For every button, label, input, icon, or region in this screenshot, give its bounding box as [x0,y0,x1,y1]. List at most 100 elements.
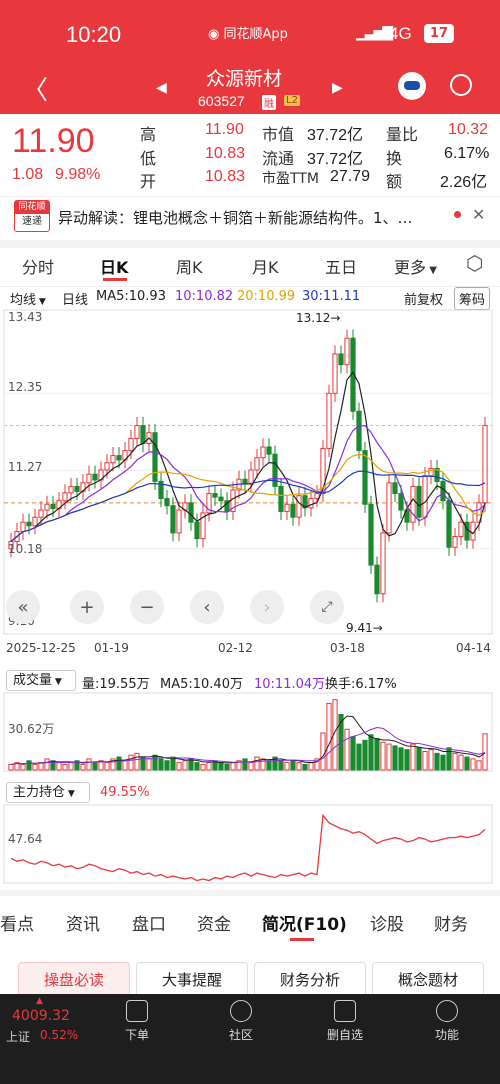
volume-indicator-select[interactable]: 成交量 ▼ [6,670,76,691]
volume-bar [56,762,62,771]
ma-mode-select[interactable]: 均线 ▼ [10,289,46,308]
close-icon[interactable]: ✕ [472,205,486,224]
tab-weekly-k[interactable]: 周K [176,258,203,277]
volume-bar [260,758,266,771]
adjust-toggle[interactable]: 前复权 [404,293,444,308]
turnover-label: 换 [386,149,403,168]
volume-bar [440,754,446,771]
app-header: 10:20 ◉ 同花顺App ▁▃▅▇ 4G 17 〈 ◀ 众源新材 60352… [0,0,500,114]
volume-bar [170,756,176,771]
float-label: 流通 [262,149,295,168]
nav-remove-label: 删自选 [326,1028,363,1042]
volume-bar [110,758,116,771]
volume-bar [398,747,404,771]
amount-label: 额 [386,172,403,191]
section-tab-funds[interactable]: 资金 [197,915,231,935]
holding-frame [3,804,493,884]
tab-more[interactable]: 更多 ▼ [394,254,437,278]
candle-body [20,521,26,532]
max-price-label: 13.12→ [296,311,341,325]
volume-bar [266,760,272,771]
volume-bar [278,760,284,771]
next-stock-icon[interactable]: ▶ [332,80,343,96]
back-icon[interactable]: 〈 [22,76,49,106]
volume-bar [206,762,212,771]
ma-mode-label: 均线 [10,293,37,308]
subtab-events[interactable]: 大事提醒 [136,962,248,998]
volume-bar [134,752,140,771]
date-tick: 01-19 [94,641,129,655]
volume-chart[interactable] [0,692,500,772]
candle-body [260,446,266,459]
ma5-value: MA5:10.93 [96,289,166,304]
nav-community[interactable]: 社区 [216,1000,266,1043]
zoom-out-icon[interactable]: − [130,590,164,624]
tab-five-day[interactable]: 五日 [325,258,358,277]
tab-more-label: 更多 [394,258,427,277]
robot-assistant-icon[interactable] [398,72,426,100]
section-tab-orderbook[interactable]: 盘口 [132,915,166,935]
candle-body [158,480,164,500]
candle-body [164,498,170,507]
high-value: 11.90 [205,121,244,138]
index-value[interactable]: 4009.32 [12,1008,70,1024]
tab-indicator [103,278,127,281]
tab-daily-k[interactable]: 日K [100,258,129,277]
candle-body [434,467,440,482]
prev-stock-icon[interactable]: ◀ [156,80,167,96]
pe-label: 市盈TTM [262,171,319,187]
candle-body [356,410,362,452]
scroll-right-icon[interactable]: › [250,590,284,624]
tab-intraday[interactable]: 分时 [22,258,55,277]
current-price: 11.90 [12,122,95,160]
volume-bar [80,763,86,771]
volume-bar [248,762,254,771]
volume-frame [3,692,493,772]
ma30-line [10,470,486,542]
subtab-concepts[interactable]: 概念题材 [372,962,484,998]
candle-body [404,509,410,523]
caret-down-icon: ▼ [426,265,437,276]
candle-body [332,353,338,394]
margin-badge: 融 [262,95,276,110]
section-tab-diagnosis[interactable]: 诊股 [370,915,404,935]
nav-functions[interactable]: 功能 [422,1000,472,1043]
volume-bar [368,734,374,771]
volume-indicator-label: 成交量 [13,673,53,688]
ma10-line [10,425,486,542]
news-text[interactable]: 异动解读：锂电池概念＋铜箔＋新能源结构件。1、… [58,209,413,227]
candle-body [176,509,182,534]
nav-remove-watchlist[interactable]: 删自选 [320,1000,370,1043]
zoom-in-icon[interactable]: + [70,590,104,624]
section-tab-finance[interactable]: 财务 [434,915,468,935]
fullscreen-icon[interactable]: ⤢ [310,590,344,624]
candle-body [458,521,464,538]
holding-indicator-select[interactable]: 主力持仓 ▼ [6,782,90,803]
candle-body [266,446,272,455]
volume-bar [230,762,236,771]
zoom-out-full-icon[interactable]: « [6,590,40,624]
volume-bar [320,732,326,771]
amount-value: 2.26亿 [440,174,488,191]
candle-body [128,437,134,452]
tab-monthly-k[interactable]: 月K [252,258,279,277]
settings-icon[interactable]: ⬡ [466,251,484,275]
price-tick: 11.27 [8,460,43,474]
subtab-financial-analysis[interactable]: 财务分析 [254,962,366,998]
holding-chart[interactable] [0,804,500,884]
scroll-left-icon[interactable]: ‹ [190,590,224,624]
candle-body [140,425,146,444]
candle-body [152,432,158,482]
section-tab-highlights[interactable]: 看点 [0,915,34,935]
mktcap-label: 市值 [262,125,295,144]
volume-bar [152,754,158,771]
subtab-must-read[interactable]: 操盘必读 [18,962,130,998]
app-logo-icon: ◉ [208,27,220,42]
section-tab-f10[interactable]: 简况(F10) [262,915,347,935]
kline-chart[interactable] [0,308,500,640]
chips-button[interactable]: 筹码 [454,287,491,310]
nav-order[interactable]: 下单 [112,1000,162,1043]
search-icon[interactable] [450,74,472,96]
section-tab-news[interactable]: 资讯 [66,915,100,935]
volume-bar [14,762,20,771]
